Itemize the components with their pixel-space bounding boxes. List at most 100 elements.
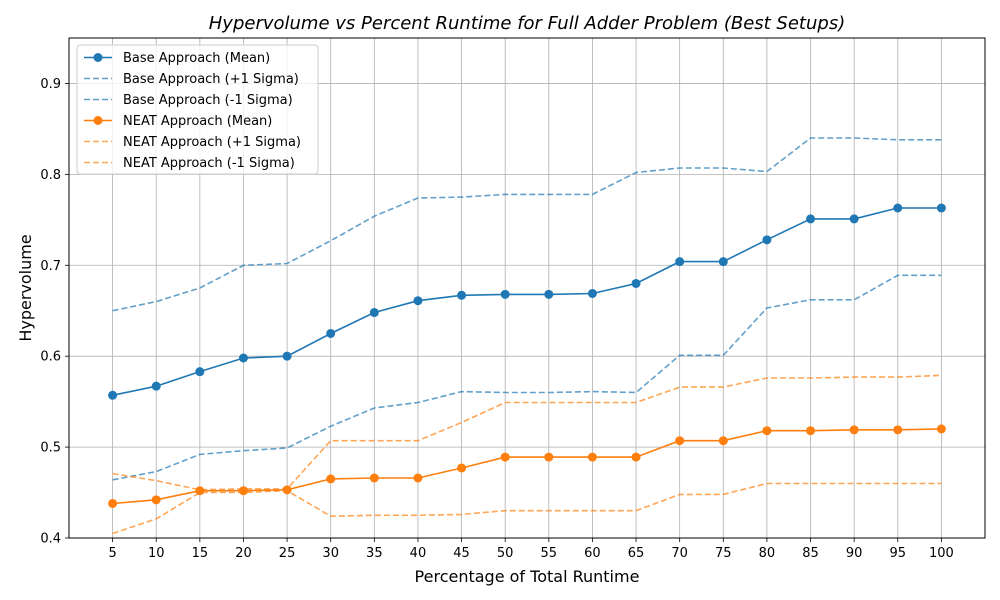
data-point-base-approach-mean bbox=[675, 257, 685, 267]
data-point-neat-approach-mean bbox=[500, 452, 510, 462]
data-point-neat-approach-mean bbox=[151, 495, 161, 505]
data-point-base-approach-mean bbox=[369, 308, 379, 318]
series-line-base-approach-1-sigma bbox=[112, 274, 942, 481]
legend-entry-neat-approach-1-sigma: NEAT Approach (-1 Sigma) bbox=[84, 156, 295, 171]
series-layer bbox=[108, 137, 946, 535]
legend-label: Base Approach (-1 Sigma) bbox=[123, 93, 293, 108]
legend-box bbox=[76, 44, 319, 175]
y-tick-label: 0.6 bbox=[40, 350, 61, 365]
data-point-neat-approach-mean bbox=[457, 463, 467, 473]
x-tick-label: 90 bbox=[846, 546, 863, 561]
grid-lines bbox=[69, 38, 985, 539]
data-point-base-approach-mean bbox=[151, 381, 161, 391]
x-tick-label: 70 bbox=[671, 546, 688, 561]
series-neat-approach-mean bbox=[108, 424, 946, 508]
x-tick-label: 40 bbox=[410, 546, 427, 561]
data-point-base-approach-mean bbox=[806, 214, 816, 224]
x-tick-label: 30 bbox=[322, 546, 339, 561]
data-point-base-approach-mean bbox=[587, 288, 597, 298]
x-tick-label: 25 bbox=[279, 546, 296, 561]
data-point-neat-approach-mean bbox=[849, 425, 859, 435]
series-line-base-approach-mean bbox=[112, 207, 942, 397]
x-axis-ticks: 5 10 15 20 25 30 35 40 45 50 55 60 65 70 75 80 85 90 95 100 bbox=[108, 538, 954, 561]
series-line-base-approach-1-sigma bbox=[112, 137, 942, 312]
data-point-neat-approach-mean bbox=[587, 452, 597, 462]
data-point-neat-approach-mean bbox=[936, 424, 946, 434]
y-axis-title: Hypervolume bbox=[16, 234, 35, 341]
y-tick-label: 0.8 bbox=[40, 168, 61, 183]
x-tick-label: 55 bbox=[541, 546, 558, 561]
data-point-neat-approach-mean bbox=[326, 474, 336, 484]
legend-label: Base Approach (+1 Sigma) bbox=[123, 72, 299, 87]
y-tick-label: 0.5 bbox=[40, 441, 61, 456]
x-tick-label: 65 bbox=[628, 546, 645, 561]
data-point-base-approach-mean bbox=[718, 257, 728, 267]
series-base-approach-1-sigma bbox=[112, 274, 942, 481]
legend-entry-neat-approach-1-sigma: NEAT Approach (+1 Sigma) bbox=[84, 135, 301, 150]
data-point-base-approach-mean bbox=[936, 203, 946, 213]
data-point-base-approach-mean bbox=[631, 278, 641, 288]
data-point-base-approach-mean bbox=[849, 214, 859, 224]
x-tick-label: 75 bbox=[715, 546, 732, 561]
x-tick-label: 5 bbox=[108, 546, 116, 561]
x-tick-label: 95 bbox=[890, 546, 907, 561]
data-point-neat-approach-mean bbox=[369, 473, 379, 483]
data-point-neat-approach-mean bbox=[108, 498, 118, 508]
x-tick-label: 100 bbox=[929, 546, 954, 561]
data-point-neat-approach-mean bbox=[238, 486, 248, 496]
data-point-base-approach-mean bbox=[326, 328, 336, 338]
legend-marker bbox=[93, 116, 103, 125]
x-tick-label: 85 bbox=[802, 546, 819, 561]
x-tick-label: 10 bbox=[148, 546, 165, 561]
series-line-neat-approach-mean bbox=[112, 428, 942, 505]
data-point-base-approach-mean bbox=[195, 367, 205, 377]
data-point-base-approach-mean bbox=[108, 390, 118, 400]
data-point-base-approach-mean bbox=[500, 289, 510, 299]
data-point-base-approach-mean bbox=[238, 353, 248, 363]
x-tick-label: 15 bbox=[192, 546, 209, 561]
legend-entry-neat-approach-mean: NEAT Approach (Mean) bbox=[84, 114, 272, 129]
x-axis-title: Percentage of Total Runtime bbox=[415, 567, 640, 586]
data-point-neat-approach-mean bbox=[413, 473, 423, 483]
data-point-neat-approach-mean bbox=[544, 452, 554, 462]
legend-label: NEAT Approach (-1 Sigma) bbox=[123, 156, 295, 171]
data-point-neat-approach-mean bbox=[718, 436, 728, 446]
legend-label: NEAT Approach (+1 Sigma) bbox=[123, 135, 301, 150]
series-line-neat-approach-1-sigma bbox=[112, 482, 942, 535]
y-tick-label: 0.9 bbox=[40, 77, 61, 92]
y-tick-label: 0.4 bbox=[40, 532, 61, 547]
chart-title: Hypervolume vs Percent Runtime for Full … bbox=[209, 13, 845, 34]
x-tick-label: 80 bbox=[759, 546, 776, 561]
data-point-base-approach-mean bbox=[544, 289, 554, 299]
series-base-approach-mean bbox=[108, 203, 946, 400]
x-tick-label: 45 bbox=[453, 546, 470, 561]
data-point-neat-approach-mean bbox=[762, 426, 772, 436]
plot-frame bbox=[68, 37, 986, 539]
data-point-neat-approach-mean bbox=[195, 486, 205, 496]
data-point-neat-approach-mean bbox=[675, 436, 685, 446]
data-point-base-approach-mean bbox=[282, 351, 292, 361]
data-point-neat-approach-mean bbox=[806, 426, 816, 436]
series-neat-approach-1-sigma bbox=[112, 374, 942, 491]
data-point-neat-approach-mean bbox=[631, 452, 641, 462]
series-line-neat-approach-1-sigma bbox=[112, 374, 942, 491]
data-point-neat-approach-mean bbox=[282, 485, 292, 495]
data-point-base-approach-mean bbox=[893, 203, 903, 213]
legend-marker bbox=[93, 53, 103, 62]
legend-label: Base Approach (Mean) bbox=[123, 51, 270, 66]
legend-entry-base-approach-1-sigma: Base Approach (+1 Sigma) bbox=[84, 72, 299, 87]
x-tick-label: 35 bbox=[366, 546, 383, 561]
y-tick-label: 0.7 bbox=[40, 259, 61, 274]
data-point-base-approach-mean bbox=[457, 290, 467, 300]
data-point-neat-approach-mean bbox=[893, 425, 903, 435]
data-point-base-approach-mean bbox=[413, 296, 423, 306]
x-tick-label: 60 bbox=[584, 546, 601, 561]
series-neat-approach-1-sigma bbox=[112, 482, 942, 535]
legend-entry-base-approach-mean: Base Approach (Mean) bbox=[84, 51, 270, 66]
legend: Base Approach (Mean) Base Approach (+1 Si… bbox=[76, 44, 319, 175]
legend-label: NEAT Approach (Mean) bbox=[123, 114, 272, 129]
data-point-base-approach-mean bbox=[762, 235, 772, 245]
series-base-approach-1-sigma bbox=[112, 137, 942, 312]
x-tick-label: 50 bbox=[497, 546, 514, 561]
x-tick-label: 20 bbox=[235, 546, 252, 561]
